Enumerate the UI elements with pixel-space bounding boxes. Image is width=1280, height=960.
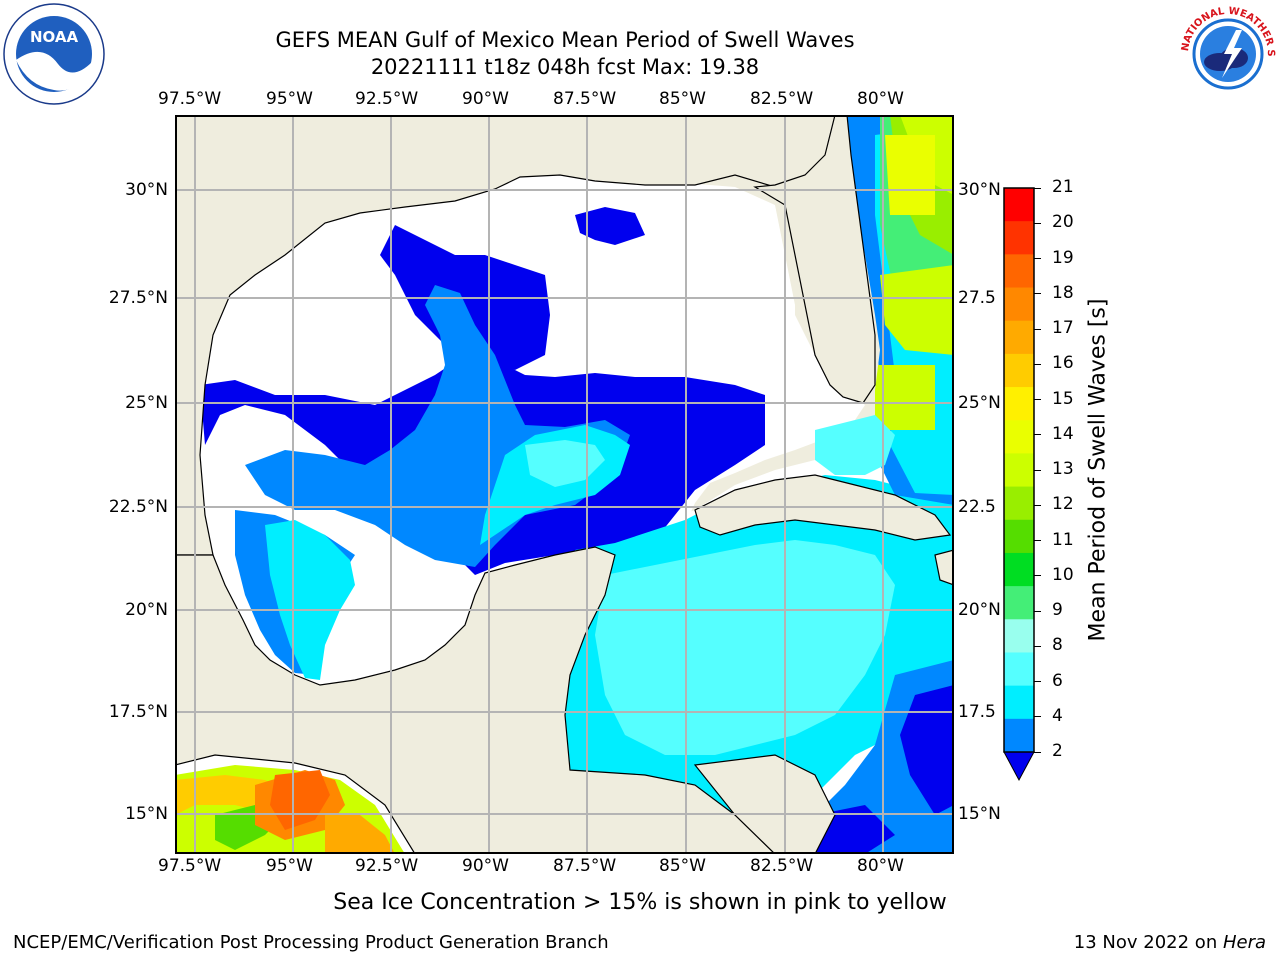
lat-label: 25°N (958, 393, 1001, 413)
map-frame (175, 115, 954, 854)
lon-label: 87.5°W (553, 856, 617, 876)
lat-label: 22.5°N (108, 497, 168, 517)
lon-label: 85°W (659, 89, 706, 109)
colorbar-swatch (1004, 188, 1034, 222)
colorbar-swatch (1004, 320, 1034, 355)
lon-label: 90°W (462, 89, 509, 109)
colorbar-swatches (1004, 188, 1034, 753)
colorbar-tick-label: 12 (1052, 494, 1074, 515)
lat-label: 17.5°N (108, 702, 168, 722)
lon-label: 97.5°W (158, 89, 222, 109)
colorbar-tick-label: 4 (1052, 705, 1063, 726)
map-subtitle: 20221111 t18z 048h fcst Max: 19.38 (370, 55, 760, 79)
graticule (175, 115, 954, 854)
colorbar-swatch (1004, 453, 1034, 488)
colorbar-swatch (1004, 287, 1034, 322)
colorbar-tick-label: 19 (1052, 247, 1074, 268)
lon-label: 85°W (659, 856, 706, 876)
lon-label: 95°W (266, 856, 313, 876)
lon-label: 92.5°W (355, 856, 419, 876)
colorbar-tick-mark (1034, 681, 1041, 682)
colorbar-swatch (1004, 552, 1034, 587)
colorbar-tick-mark (1034, 540, 1041, 541)
footer-date-text: 13 Nov 2022 on (1073, 932, 1223, 953)
colorbar-swatch (1004, 652, 1034, 687)
colorbar-tick-mark (1034, 293, 1041, 295)
colorbar-swatch (1004, 685, 1034, 720)
lat-label: 20°N (125, 600, 168, 620)
sea-ice-caption: Sea Ice Concentration > 15% is shown in … (333, 890, 947, 915)
colorbar-tick-mark (1034, 222, 1041, 224)
colorbar-extend-triangle (1003, 751, 1035, 782)
footer-source: NCEP/EMC/Verification Post Processing Pr… (13, 932, 609, 953)
colorbar-tick-mark (1034, 469, 1041, 471)
colorbar-tick-mark (1034, 610, 1041, 612)
lon-label: 90°W (462, 856, 509, 876)
noaa-logo-text: NOAA (30, 28, 79, 46)
colorbar-tick-label: 10 (1052, 564, 1074, 585)
lat-label: 25°N (125, 393, 168, 413)
lon-label: 82.5°W (750, 89, 814, 109)
lon-label: 92.5°W (355, 89, 419, 109)
colorbar-tick-mark (1034, 187, 1041, 189)
lon-label: 97.5°W (158, 856, 222, 876)
noaa-logo: NOAA (3, 3, 105, 105)
lat-label: 15°N (125, 804, 168, 824)
lat-label: 30°N (958, 180, 1001, 200)
colorbar-tick-label: 13 (1052, 459, 1074, 479)
colorbar-tick-label: 20 (1052, 212, 1074, 233)
lat-label: 17.5 (958, 702, 996, 722)
colorbar-tick-label: 17 (1052, 318, 1074, 338)
colorbar-tick-label: 11 (1052, 529, 1074, 550)
colorbar-tick-mark (1034, 258, 1041, 259)
lon-label: 80°W (857, 856, 904, 876)
lon-label: 82.5°W (750, 856, 814, 876)
colorbar-swatch (1004, 221, 1034, 255)
lon-label: 87.5°W (553, 89, 617, 109)
colorbar-tick-mark (1034, 328, 1041, 330)
colorbar-tick-mark (1034, 751, 1041, 753)
colorbar-tick-label: 9 (1052, 600, 1063, 620)
nws-logo: NATIONAL WEATHER SERVICE (1176, 2, 1278, 104)
lon-label: 95°W (266, 89, 313, 109)
lon-label: 80°W (857, 89, 904, 109)
colorbar-swatch (1004, 387, 1034, 421)
colorbar-swatch (1004, 519, 1034, 554)
colorbar-tick-label: 8 (1052, 635, 1063, 656)
colorbar-label: Mean Period of Swell Waves [s] (1085, 298, 1111, 642)
colorbar-tick-label: 21 (1052, 177, 1074, 197)
colorbar-tick-mark (1034, 645, 1041, 647)
colorbar-tick-label: 14 (1052, 423, 1074, 444)
lat-label: 27.5 (958, 288, 996, 308)
colorbar-swatch (1004, 619, 1034, 653)
footer-date: 13 Nov 2022 on Hera (1074, 932, 1266, 953)
colorbar-tick-label: 2 (1052, 741, 1063, 761)
colorbar-tick-mark (1034, 575, 1041, 577)
gulf-of-mexico-map (175, 115, 954, 854)
lat-label: 27.5°N (108, 288, 168, 308)
lat-label: 30°N (125, 180, 168, 200)
colorbar-tick-mark (1034, 434, 1041, 436)
footer-host: Hera (1222, 932, 1266, 953)
colorbar (1003, 187, 1035, 782)
colorbar-swatch (1004, 353, 1034, 388)
lat-label: 22.5 (958, 497, 996, 517)
colorbar-swatch (1004, 420, 1034, 454)
colorbar-tick-label: 6 (1052, 670, 1063, 691)
colorbar-swatch (1004, 718, 1034, 753)
colorbar-swatch (1004, 486, 1034, 521)
map-title: GEFS MEAN Gulf of Mexico Mean Period of … (275, 28, 855, 52)
colorbar-swatch (1004, 586, 1034, 620)
colorbar-tick-mark (1034, 363, 1041, 365)
colorbar-tick-label: 15 (1052, 388, 1074, 409)
colorbar-tick-mark (1034, 716, 1041, 718)
lat-label: 15°N (958, 804, 1001, 824)
colorbar-swatch (1004, 254, 1034, 289)
colorbar-tick-mark (1034, 399, 1041, 400)
lat-label: 20°N (958, 600, 1001, 620)
colorbar-tick-label: 18 (1052, 282, 1074, 303)
colorbar-tick-mark (1034, 504, 1041, 506)
colorbar-tick-label: 16 (1052, 353, 1074, 374)
